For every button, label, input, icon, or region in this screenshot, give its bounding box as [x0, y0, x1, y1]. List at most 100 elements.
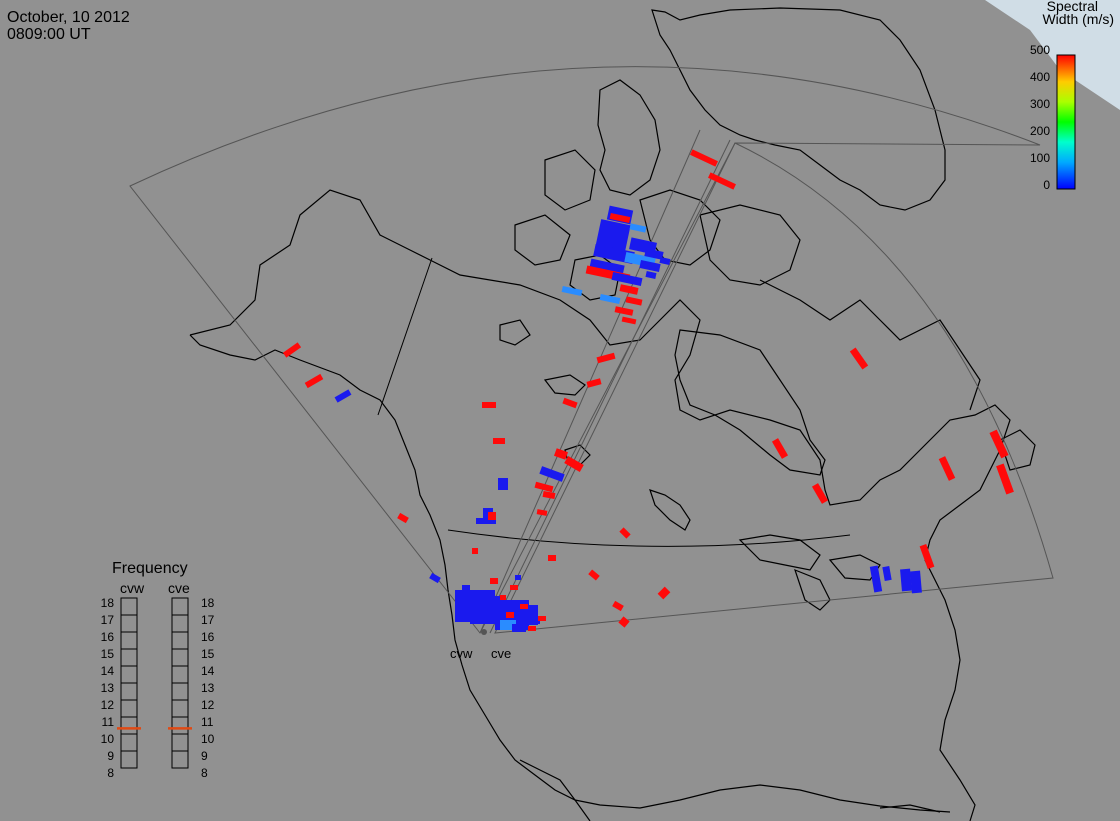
data-cell — [996, 463, 1014, 495]
data-cell — [520, 604, 528, 609]
data-cell — [334, 389, 352, 403]
data-cell — [500, 595, 506, 600]
data-cell — [599, 293, 621, 305]
data-cell — [657, 586, 671, 600]
data-cell — [619, 527, 631, 539]
data-cell — [564, 456, 584, 472]
data-cell — [510, 585, 518, 590]
data-cell — [528, 626, 536, 631]
polar-region-shading — [985, 0, 1120, 110]
frequency-tick-left: 8 — [107, 766, 114, 780]
frequency-tick-right: 13 — [201, 681, 215, 695]
data-cell — [811, 483, 829, 504]
radar-site-marker — [481, 629, 487, 635]
frequency-tick-left: 18 — [100, 596, 114, 610]
data-cell — [882, 565, 892, 582]
frequency-tick-left: 13 — [100, 681, 114, 695]
data-cell — [938, 456, 956, 481]
spectral-width-colorbar — [1056, 54, 1076, 190]
frequency-tick-right: 10 — [201, 732, 215, 746]
data-cell — [506, 612, 514, 618]
data-cell — [490, 578, 498, 584]
data-cell — [472, 548, 478, 554]
data-cell — [536, 509, 548, 516]
frequency-tick-left: 17 — [100, 613, 114, 627]
frequency-tick-right: 9 — [201, 749, 208, 763]
coastlines — [189, 7, 1036, 821]
data-cell — [645, 271, 657, 279]
data-cell — [548, 555, 556, 561]
data-cell — [561, 285, 583, 297]
data-cell — [639, 260, 661, 272]
data-cell — [659, 257, 671, 265]
frequency-tick-left: 12 — [100, 698, 114, 712]
data-cell — [849, 347, 869, 370]
data-cell — [625, 296, 643, 306]
data-cell — [482, 402, 496, 408]
date-label: October, 10 2012 — [7, 9, 130, 26]
data-cell — [595, 219, 631, 253]
data-cell — [618, 616, 630, 628]
data-cell — [609, 212, 631, 224]
data-cell — [562, 397, 578, 409]
data-cell — [593, 243, 635, 265]
data-cell — [530, 618, 540, 624]
frequency-tick-left: 11 — [101, 715, 114, 729]
data-cell — [515, 575, 521, 580]
data-cell — [282, 342, 302, 358]
colorbar-tick-label: 200 — [1029, 124, 1050, 138]
data-cell — [500, 620, 516, 630]
colorbar-tick-label: 0 — [1043, 178, 1050, 192]
data-cell — [910, 570, 922, 594]
data-cell — [488, 512, 496, 520]
data-cell — [690, 149, 718, 167]
colorbar-tick-label: 500 — [1029, 43, 1050, 57]
data-cell — [644, 248, 664, 260]
data-cell — [429, 572, 441, 584]
data-cell — [612, 600, 624, 612]
data-cell — [771, 438, 789, 459]
data-cell — [534, 481, 554, 493]
data-cell — [619, 284, 639, 295]
data-cell — [304, 373, 324, 389]
data-cell — [539, 466, 565, 482]
radar-label-cve: cve — [491, 646, 512, 661]
colorbar-title-line2: Width (m/s) — [1042, 11, 1114, 27]
political-boundaries — [377, 257, 851, 547]
data-cell — [493, 438, 505, 444]
radar-fov-outline — [129, 66, 1054, 634]
data-cell — [596, 352, 616, 364]
data-cell — [708, 172, 736, 190]
frequency-radar-label-cve: cve — [168, 580, 190, 596]
data-cell — [586, 378, 602, 388]
frequency-tick-left: 15 — [100, 647, 114, 661]
data-cell — [919, 544, 935, 569]
radar-label-cvw: cvw — [450, 646, 473, 661]
time-label: 0809:00 UT — [7, 26, 91, 43]
data-cell — [900, 568, 912, 592]
colorbar-title-line1: Spectral — [1046, 0, 1098, 14]
data-cell — [869, 565, 883, 593]
frequency-radar-label-cvw: cvw — [120, 580, 145, 596]
data-cell — [588, 569, 600, 581]
colorbar-tick-label: 100 — [1029, 151, 1050, 165]
data-cell — [589, 258, 625, 276]
data-cell — [498, 478, 508, 490]
frequency-tick-left: 14 — [100, 664, 114, 678]
data-cell — [611, 271, 643, 287]
frequency-tick-right: 11 — [201, 715, 214, 729]
spectral-width-cells — [282, 149, 1014, 632]
frequency-tick-right: 12 — [201, 698, 215, 712]
frequency-tick-left: 10 — [100, 732, 114, 746]
data-cell — [476, 518, 496, 524]
data-cell — [629, 223, 647, 233]
frequency-gauge-scale — [121, 597, 188, 769]
data-cell — [989, 429, 1009, 459]
data-cell — [553, 448, 569, 460]
frequency-tick-right: 18 — [201, 596, 215, 610]
frequency-title: Frequency — [112, 560, 188, 577]
frequency-tick-right: 8 — [201, 766, 208, 780]
frequency-tick-right: 15 — [201, 647, 215, 661]
